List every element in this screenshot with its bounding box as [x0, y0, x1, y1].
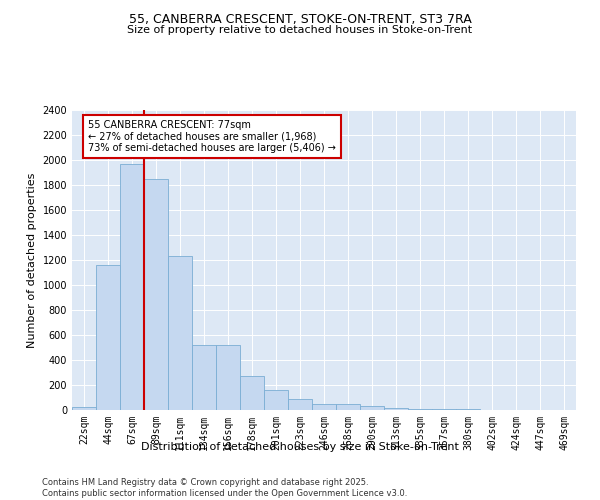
Bar	[240, 376, 264, 410]
Bar	[384, 408, 408, 410]
Bar	[144, 179, 168, 410]
Bar	[192, 345, 216, 410]
Bar	[360, 406, 384, 410]
Text: Distribution of detached houses by size in Stoke-on-Trent: Distribution of detached houses by size …	[141, 442, 459, 452]
Bar	[120, 164, 144, 410]
Bar	[408, 409, 432, 410]
Bar	[336, 404, 360, 410]
Y-axis label: Number of detached properties: Number of detached properties	[27, 172, 37, 348]
Bar	[312, 404, 336, 410]
Text: Size of property relative to detached houses in Stoke-on-Trent: Size of property relative to detached ho…	[127, 25, 473, 35]
Bar	[168, 256, 192, 410]
Text: 55, CANBERRA CRESCENT, STOKE-ON-TRENT, ST3 7RA: 55, CANBERRA CRESCENT, STOKE-ON-TRENT, S…	[128, 12, 472, 26]
Text: 55 CANBERRA CRESCENT: 77sqm
← 27% of detached houses are smaller (1,968)
73% of : 55 CANBERRA CRESCENT: 77sqm ← 27% of det…	[88, 120, 336, 153]
Bar	[288, 400, 312, 410]
Bar	[72, 407, 96, 410]
Text: Contains HM Land Registry data © Crown copyright and database right 2025.
Contai: Contains HM Land Registry data © Crown c…	[42, 478, 407, 498]
Bar	[264, 390, 288, 410]
Bar	[96, 265, 120, 410]
Bar	[216, 345, 240, 410]
